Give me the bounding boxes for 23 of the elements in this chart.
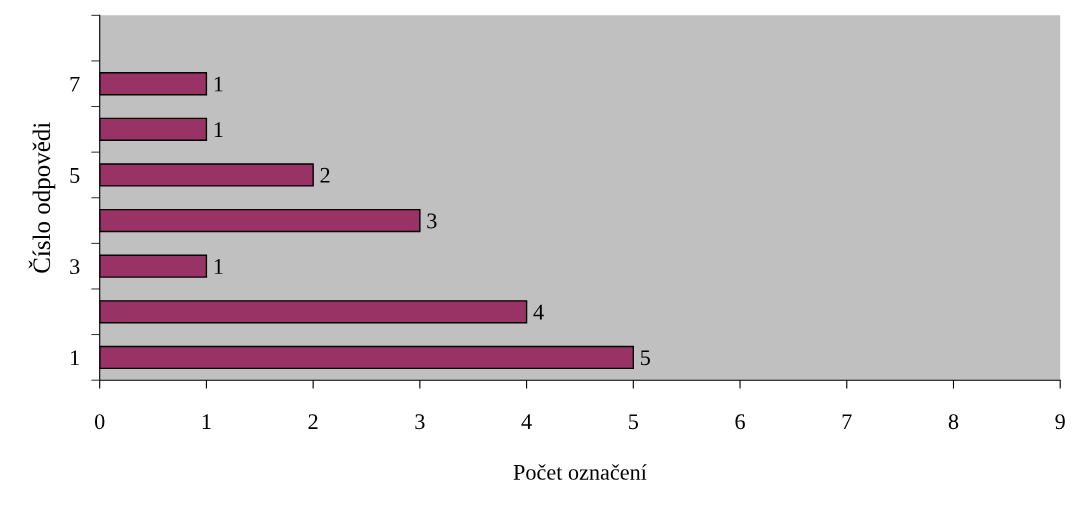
data-label: 1 — [214, 259, 223, 274]
x-tick-label: 6 — [735, 414, 745, 430]
y-tick-label: 1 — [71, 350, 79, 366]
data-label: 5 — [641, 350, 650, 366]
y-tick-label: 7 — [70, 76, 80, 92]
data-label: 4 — [533, 304, 544, 320]
y-axis-title: Číslo odpovědi — [28, 122, 56, 273]
x-tick-label: 1 — [202, 414, 211, 429]
data-label: 1 — [214, 122, 223, 137]
y-tick-label: 3 — [70, 259, 80, 275]
x-tick-label: 2 — [308, 414, 318, 429]
x-tick-label: 0 — [94, 414, 105, 430]
y-tick-label: 5 — [70, 168, 80, 183]
x-tick-label: 4 — [521, 414, 532, 429]
x-tick-label: 7 — [842, 414, 852, 429]
data-label: 3 — [427, 213, 437, 229]
x-axis-title: Počet označení — [513, 464, 647, 480]
x-tick-label: 5 — [629, 414, 638, 430]
data-label: 2 — [320, 167, 330, 183]
x-tick-label: 8 — [948, 414, 959, 430]
data-label: 1 — [214, 76, 223, 92]
x-tick-label: 3 — [415, 414, 425, 430]
x-tick-label: 9 — [1055, 414, 1065, 430]
